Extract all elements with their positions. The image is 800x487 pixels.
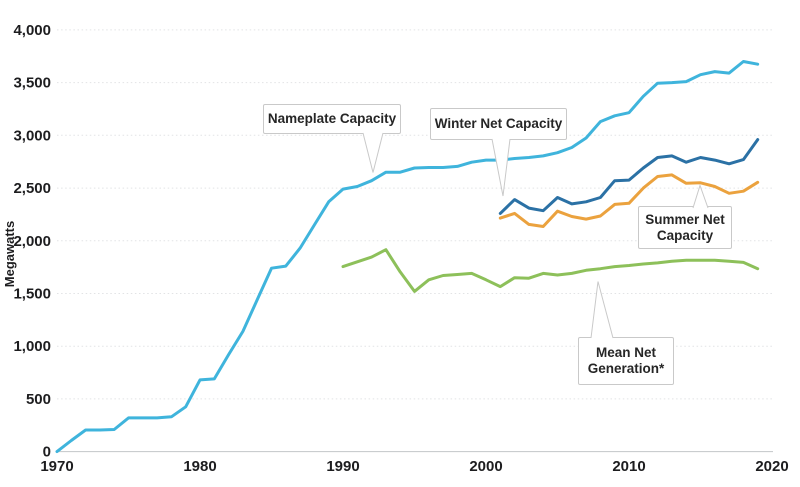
callout-pointer-nameplate xyxy=(362,132,384,173)
x-tick-label: 2000 xyxy=(469,458,502,475)
callout-mean-net-generation: Mean Net Generation* xyxy=(578,337,674,385)
y-tick-label: 1,500 xyxy=(13,286,51,303)
series-line-winter xyxy=(498,138,760,215)
y-tick-label: 4,000 xyxy=(13,22,51,39)
callout-mean-label: Mean Net Generation* xyxy=(587,345,665,376)
series-line-mean xyxy=(341,248,760,293)
y-axis-title: Megawatts xyxy=(2,220,17,288)
callout-pointer-summer xyxy=(692,183,709,209)
y-tick-label: 1,000 xyxy=(13,338,51,355)
callout-nameplate-label: Nameplate Capacity xyxy=(267,111,397,127)
callout-pointer-mean xyxy=(590,281,614,339)
y-tick-label: 3,500 xyxy=(13,75,51,92)
callout-summer-net-capacity: Summer Net Capacity xyxy=(638,206,732,249)
series-line-nameplate xyxy=(55,60,760,454)
x-tick-label: 1980 xyxy=(183,458,216,475)
y-tick-label: 0 xyxy=(43,444,51,461)
y-tick-label: 500 xyxy=(26,391,51,408)
x-tick-label: 1970 xyxy=(40,458,73,475)
x-tick-label: 1990 xyxy=(326,458,359,475)
callout-nameplate-capacity: Nameplate Capacity xyxy=(263,104,401,134)
callout-pointer-winter xyxy=(491,138,511,197)
series-line-summer xyxy=(498,173,760,228)
callout-winter-label: Winter Net Capacity xyxy=(434,116,563,132)
callout-summer-label: Summer Net Capacity xyxy=(645,211,725,243)
y-tick-label: 2,500 xyxy=(13,180,51,197)
y-tick-label: 3,000 xyxy=(13,127,51,144)
x-tick-label: 2010 xyxy=(612,458,645,475)
y-tick-label: 2,000 xyxy=(13,233,51,250)
x-tick-label: 2020 xyxy=(755,458,788,475)
callout-winter-net-capacity: Winter Net Capacity xyxy=(430,108,567,140)
